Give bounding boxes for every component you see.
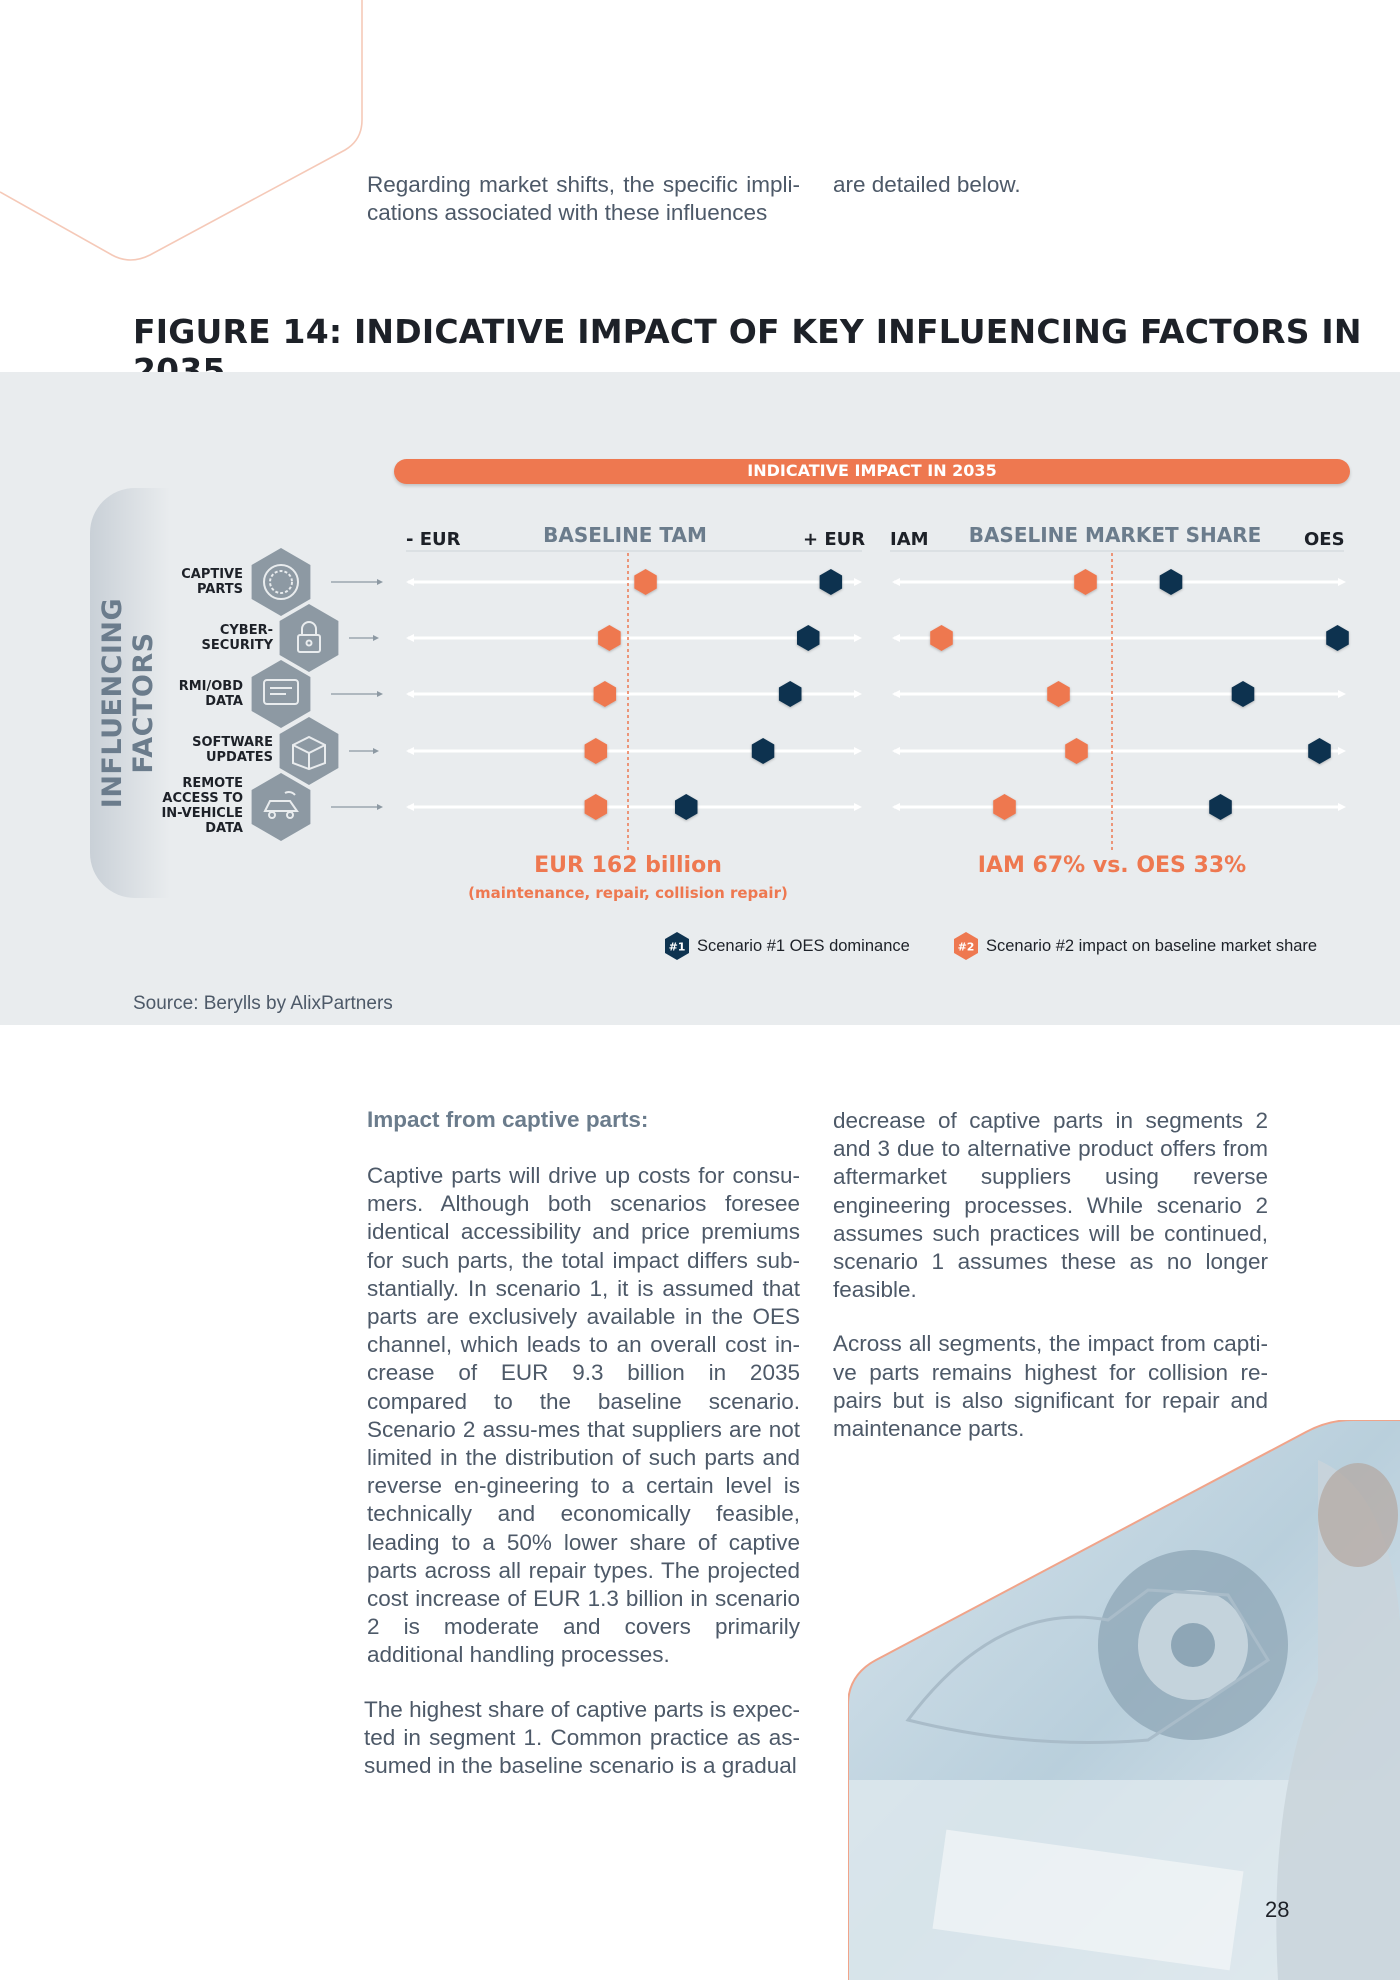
tam-min-label: - EUR: [406, 529, 461, 550]
influencing-factors-tab: [90, 488, 170, 898]
share-axis-right-arrow: [1338, 578, 1346, 586]
factor-text: SOFTWARE UPDATES: [192, 735, 273, 765]
obd-data-icon: [263, 679, 299, 705]
tam-point-scenario-1: [751, 738, 775, 764]
share-point-scenario-1: [1159, 569, 1183, 595]
body-paragraph: The highest share of captive parts is ex…: [364, 1696, 800, 1779]
factor-connector-arrow: [373, 748, 379, 754]
legend-badge-text: #2: [958, 941, 975, 954]
share-point-scenario-1: [1308, 738, 1331, 764]
tam-axis-left-arrow: [406, 803, 414, 811]
tam-axis-left-arrow: [406, 578, 414, 586]
share-point-scenario-1: [1231, 681, 1255, 707]
tam-axis-left-arrow: [406, 747, 414, 755]
tam-axis-right-arrow: [854, 690, 862, 698]
share-max-label: OES: [1304, 529, 1345, 550]
factor-label-cybersecurity: CYBER- SECURITY: [143, 623, 273, 653]
share-point-scenario-2: [1065, 738, 1088, 764]
tam-point-scenario-1: [778, 681, 802, 707]
body-paragraph: Captive parts will drive up costs for co…: [367, 1163, 800, 1668]
factor-connector-arrow: [377, 804, 383, 810]
share-point-scenario-1: [1209, 794, 1232, 820]
factor-label-remote-access: REMOTE ACCESS TO IN-VEHICLE DATA: [113, 776, 243, 836]
share-point-scenario-2: [1074, 569, 1097, 595]
tam-axis-right-arrow: [854, 634, 862, 642]
factor-text: CYBER- SECURITY: [201, 623, 273, 653]
share-point-scenario-2: [930, 625, 953, 651]
tam-axis-right-arrow: [854, 803, 862, 811]
connected-car-icon: [263, 791, 299, 819]
page-number: 28: [1265, 1897, 1290, 1922]
share-axis-left-arrow: [892, 690, 900, 698]
legend-text: Scenario #2 impact on baseline market sh…: [986, 936, 1318, 955]
figure-source: Source: Berylls by AlixPartners: [133, 993, 393, 1014]
tam-point-scenario-1: [675, 794, 698, 820]
share-axis-left-arrow: [892, 747, 900, 755]
tam-axis-left-arrow: [406, 690, 414, 698]
share-point-scenario-2: [993, 794, 1016, 820]
share-axis-right-arrow: [1338, 747, 1346, 755]
impact-chart: [251, 548, 1349, 850]
intro-paragraph-col1: Regarding market shifts, the specific im…: [367, 172, 800, 226]
factor-label-software-updates: SOFTWARE UPDATES: [143, 735, 273, 765]
gear-dial-icon: [263, 564, 299, 600]
tam-summary-sub: (maintenance, repair, collision repair): [468, 884, 788, 902]
software-box-icon: [292, 735, 326, 771]
factor-connector-arrow: [373, 635, 379, 641]
factor-label-captive-parts: CAPTIVE PARTS: [113, 567, 243, 597]
share-point-scenario-1: [1326, 625, 1349, 651]
factor-text: RMI/OBD DATA: [178, 679, 243, 709]
decorative-hexagon-outline: [0, 0, 363, 261]
scenario-1-badge-icon: #1: [665, 932, 689, 960]
share-axis-left-arrow: [892, 634, 900, 642]
legend-badge-text: #1: [669, 941, 686, 954]
tam-point-scenario-2: [598, 625, 621, 651]
share-axis-right-arrow: [1338, 690, 1346, 698]
legend-scenario-2: #2 Scenario #2 impact on baseline market…: [952, 931, 1317, 961]
share-axis-left-arrow: [892, 803, 900, 811]
factor-hexagon: [251, 548, 311, 616]
factor-hexagon: [279, 604, 339, 672]
factor-text: REMOTE ACCESS TO IN-VEHICLE DATA: [161, 776, 243, 836]
legend-text: Scenario #1 OES dominance: [697, 936, 910, 955]
factor-hexagon: [251, 773, 311, 841]
share-min-label: IAM: [890, 529, 929, 550]
tam-point-scenario-1: [819, 569, 843, 595]
tam-axis-right-arrow: [854, 578, 862, 586]
tam-point-scenario-1: [797, 625, 820, 651]
lock-icon: [297, 621, 321, 653]
body-paragraph: Across all segments, the impact from cap…: [833, 1331, 1268, 1442]
tam-axis-right-arrow: [854, 747, 862, 755]
tam-point-scenario-2: [584, 738, 608, 764]
section-heading: Impact from captive parts:: [367, 1107, 649, 1132]
body-column-2: decrease of captive parts in segments 2 …: [833, 1107, 1268, 1469]
impact-banner-title: INDICATIVE IMPACT IN 2035: [747, 461, 997, 480]
factor-connector-arrow: [377, 579, 383, 585]
tam-point-scenario-2: [593, 681, 617, 707]
scenario-2-badge-icon: #2: [954, 932, 978, 960]
factor-connector-arrow: [377, 691, 383, 697]
share-summary: IAM 67% vs. OES 33%: [977, 853, 1247, 878]
decorative-car-photo: [848, 1420, 1400, 1980]
share-point-scenario-2: [1047, 681, 1070, 707]
share-title: BASELINE MARKET SHARE: [968, 523, 1262, 547]
tam-title: BASELINE TAM: [543, 523, 707, 547]
tam-summary: EUR 162 billion: [534, 853, 722, 878]
tam-max-label: + EUR: [803, 529, 866, 550]
factor-text: CAPTIVE PARTS: [181, 567, 243, 597]
share-axis-right-arrow: [1338, 803, 1346, 811]
body-column-1: Captive parts will drive up costs for co…: [364, 1162, 800, 1806]
body-paragraph: decrease of captive parts in segments 2 …: [833, 1108, 1268, 1303]
legend-scenario-1: #1 Scenario #1 OES dominance: [663, 931, 910, 961]
share-axis-left-arrow: [892, 578, 900, 586]
impact-banner: [394, 459, 1350, 484]
intro-paragraph-col2: are detailed below.: [833, 172, 1021, 197]
tam-point-scenario-2: [634, 569, 657, 595]
tam-axis-left-arrow: [406, 634, 414, 642]
factor-hexagon: [279, 717, 339, 785]
tam-point-scenario-2: [584, 794, 608, 820]
factor-label-rmi-obd: RMI/OBD DATA: [113, 679, 243, 709]
